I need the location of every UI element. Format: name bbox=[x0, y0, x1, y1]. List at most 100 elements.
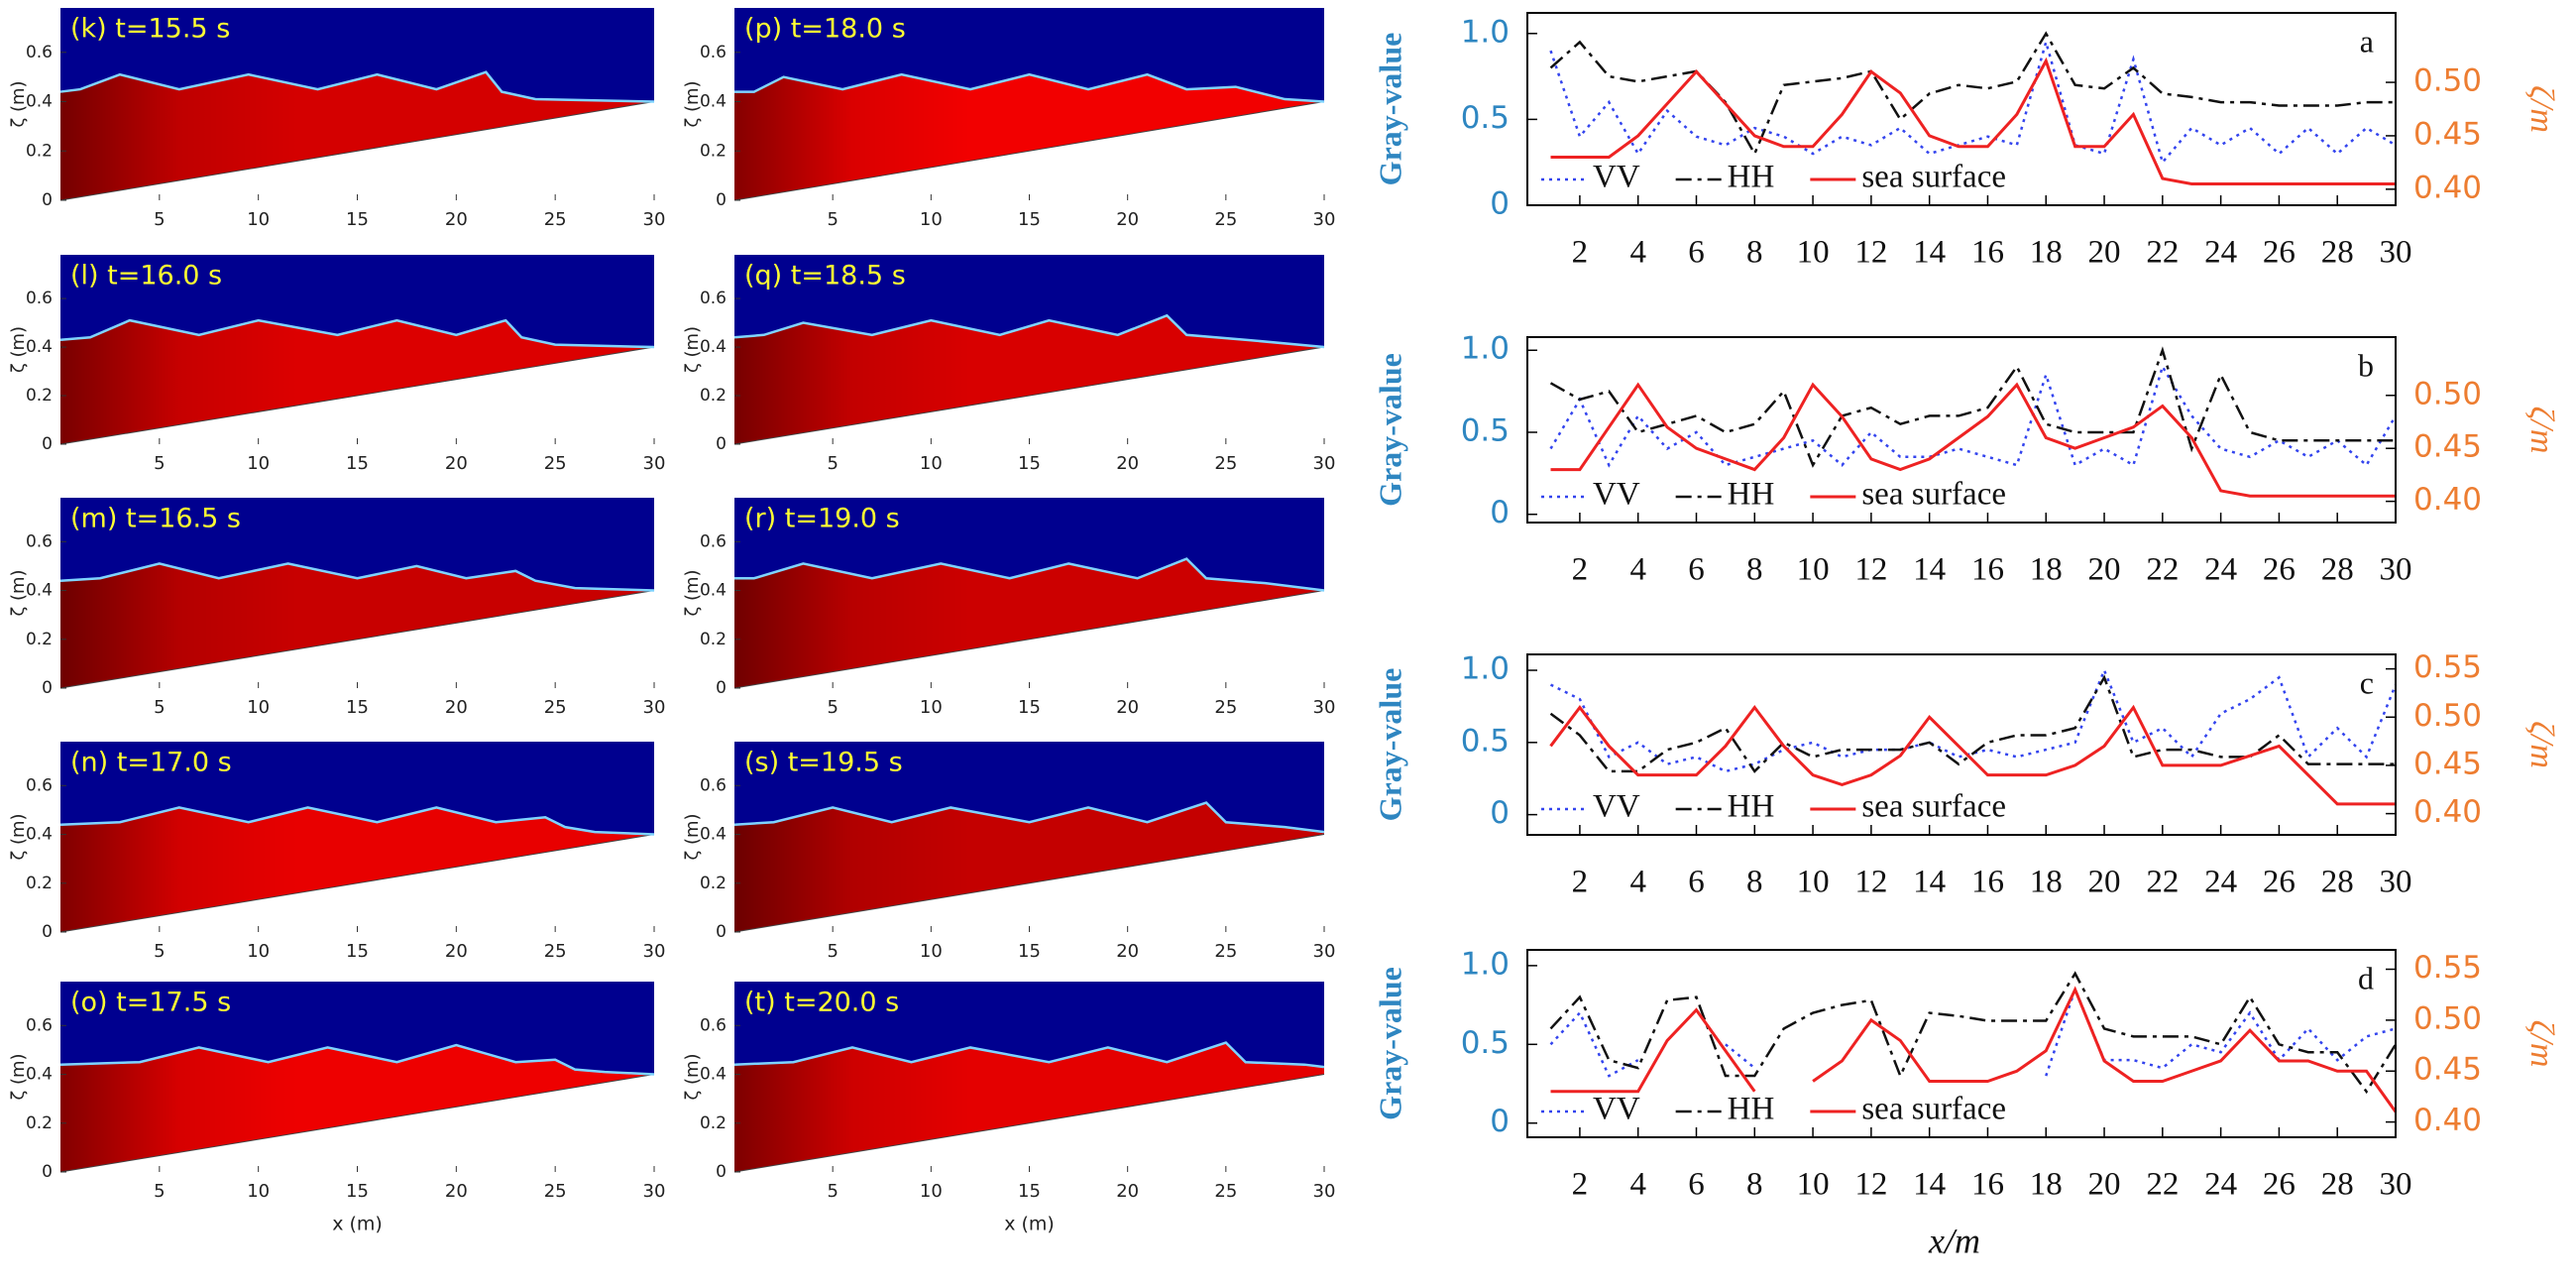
x-tick-label: 5 bbox=[154, 209, 165, 230]
x-tick-label: 15 bbox=[1018, 941, 1041, 962]
x-tick-label: 15 bbox=[346, 453, 369, 474]
x-tick-label: 18 bbox=[2030, 1167, 2063, 1203]
y-tick-label: 0 bbox=[42, 434, 53, 454]
x-tick-label: 22 bbox=[2146, 552, 2179, 588]
y-axis-label: ζ (m) bbox=[682, 569, 703, 616]
plot-frame bbox=[1526, 12, 2397, 206]
x-tick-label: 30 bbox=[2380, 865, 2412, 900]
x-tick-label: 10 bbox=[920, 1181, 943, 1202]
y-tick-label: 0 bbox=[1490, 186, 1510, 222]
x-tick-label: 30 bbox=[1313, 941, 1336, 962]
y-tick-label: 0 bbox=[42, 922, 53, 942]
x-tick-label: 10 bbox=[247, 697, 270, 718]
y2-axis-label: ζ/m bbox=[2523, 1020, 2560, 1068]
plot-frame bbox=[1526, 653, 2397, 836]
x-tick-label: 5 bbox=[827, 697, 838, 718]
x-tick-label: 10 bbox=[920, 453, 943, 474]
legend-label: VV bbox=[1593, 1092, 1640, 1127]
x-tick-label: 14 bbox=[1913, 865, 1946, 900]
y-tick-label: 0.4 bbox=[26, 337, 53, 357]
x-tick-label: 20 bbox=[1116, 209, 1139, 230]
x-tick-label: 16 bbox=[1971, 865, 2004, 900]
y-tick-label: 0.5 bbox=[1461, 723, 1510, 759]
x-tick-label: 20 bbox=[445, 1181, 468, 1202]
x-tick-label: 6 bbox=[1688, 235, 1705, 271]
y-axis-label: ζ (m) bbox=[8, 569, 29, 616]
y-tick-label: 0.6 bbox=[26, 289, 53, 308]
x-tick-label: 10 bbox=[247, 1181, 270, 1202]
water-shade bbox=[60, 71, 654, 201]
y-tick-label: 0.2 bbox=[26, 874, 53, 893]
seabed-line bbox=[733, 834, 1325, 933]
x-tick-label: 30 bbox=[1313, 697, 1336, 718]
x-tick-label: 30 bbox=[1313, 1181, 1336, 1202]
panel-title: (m) t=16.5 s bbox=[70, 504, 241, 534]
y-tick-label: 0 bbox=[42, 1162, 53, 1182]
series-line bbox=[1549, 666, 2398, 773]
x-tick-label: 30 bbox=[643, 453, 666, 474]
x-tick-label: 20 bbox=[1116, 453, 1139, 474]
x-tick-label: 5 bbox=[154, 941, 165, 962]
x-tick-label: 10 bbox=[1797, 552, 1830, 588]
x-tick-label: 12 bbox=[1854, 1167, 1887, 1203]
y-tick-label: 0.5 bbox=[1461, 100, 1510, 136]
x-tick-label: 30 bbox=[643, 209, 666, 230]
y-axis-label: Gray-value bbox=[1372, 33, 1407, 186]
x-tick-label: 14 bbox=[1913, 552, 1946, 588]
series-line bbox=[1549, 704, 2396, 806]
y2-tick-label: 0.40 bbox=[2413, 794, 2482, 830]
y2-tick-label: 0.50 bbox=[2413, 63, 2482, 99]
y-tick-label: 0.6 bbox=[700, 775, 727, 795]
x-axis-label: x/m bbox=[1928, 1221, 1980, 1260]
x-axis-label: x (m) bbox=[332, 1214, 383, 1235]
water-shade bbox=[734, 1042, 1324, 1172]
x-tick-label: 16 bbox=[1971, 235, 2004, 271]
water-shade bbox=[734, 315, 1324, 444]
x-tick-label: 14 bbox=[1913, 235, 1946, 271]
x-tick-label: 30 bbox=[643, 941, 666, 962]
y-tick-label: 0.4 bbox=[700, 92, 727, 112]
plot-frame bbox=[1526, 336, 2397, 524]
seabed-line bbox=[733, 590, 1325, 689]
x-tick-label: 18 bbox=[2030, 865, 2063, 900]
x-tick-label: 15 bbox=[1018, 1181, 1041, 1202]
x-tick-label: 30 bbox=[2380, 1167, 2412, 1203]
y-tick-label: 0.4 bbox=[26, 1065, 53, 1085]
water-shade bbox=[734, 558, 1324, 688]
y-axis-label: ζ (m) bbox=[8, 1053, 29, 1100]
x-tick-label: 5 bbox=[827, 941, 838, 962]
water-shade bbox=[734, 802, 1324, 932]
x-tick-label: 28 bbox=[2321, 552, 2354, 588]
y-tick-label: 0.4 bbox=[700, 337, 727, 357]
y-tick-label: 0.2 bbox=[700, 386, 727, 406]
panel-title: (l) t=16.0 s bbox=[70, 261, 222, 292]
panel-title: (r) t=19.0 s bbox=[744, 504, 900, 534]
y-tick-label: 1.0 bbox=[1461, 14, 1510, 50]
x-tick-label: 4 bbox=[1629, 552, 1646, 588]
x-tick-label: 26 bbox=[2263, 865, 2296, 900]
x-tick-label: 5 bbox=[154, 697, 165, 718]
y-tick-label: 0 bbox=[42, 678, 53, 698]
x-tick-label: 22 bbox=[2146, 1167, 2179, 1203]
y-axis-label: ζ (m) bbox=[682, 813, 703, 860]
y-tick-label: 0.6 bbox=[700, 1015, 727, 1035]
x-tick-label: 12 bbox=[1854, 235, 1887, 271]
x-tick-label: 18 bbox=[2030, 235, 2063, 271]
y-tick-label: 0.2 bbox=[700, 874, 727, 893]
y-axis-label: Gray-value bbox=[1372, 967, 1407, 1120]
series-line bbox=[1549, 971, 2398, 1095]
free-surface bbox=[733, 1041, 1325, 1069]
x-tick-label: 10 bbox=[1797, 235, 1830, 271]
y-tick-label: 0 bbox=[1490, 495, 1510, 530]
y-tick-label: 0.4 bbox=[700, 825, 727, 845]
free-surface bbox=[59, 318, 655, 349]
x-tick-label: 24 bbox=[2204, 552, 2237, 588]
y-tick-label: 1.0 bbox=[1461, 331, 1510, 367]
x-tick-label: 10 bbox=[920, 697, 943, 718]
x-tick-label: 14 bbox=[1913, 1167, 1946, 1203]
y2-axis-label: ζ/m bbox=[2523, 407, 2560, 454]
x-tick-label: 22 bbox=[2146, 235, 2179, 271]
x-tick-label: 20 bbox=[2088, 865, 2121, 900]
free-surface bbox=[734, 72, 1325, 103]
